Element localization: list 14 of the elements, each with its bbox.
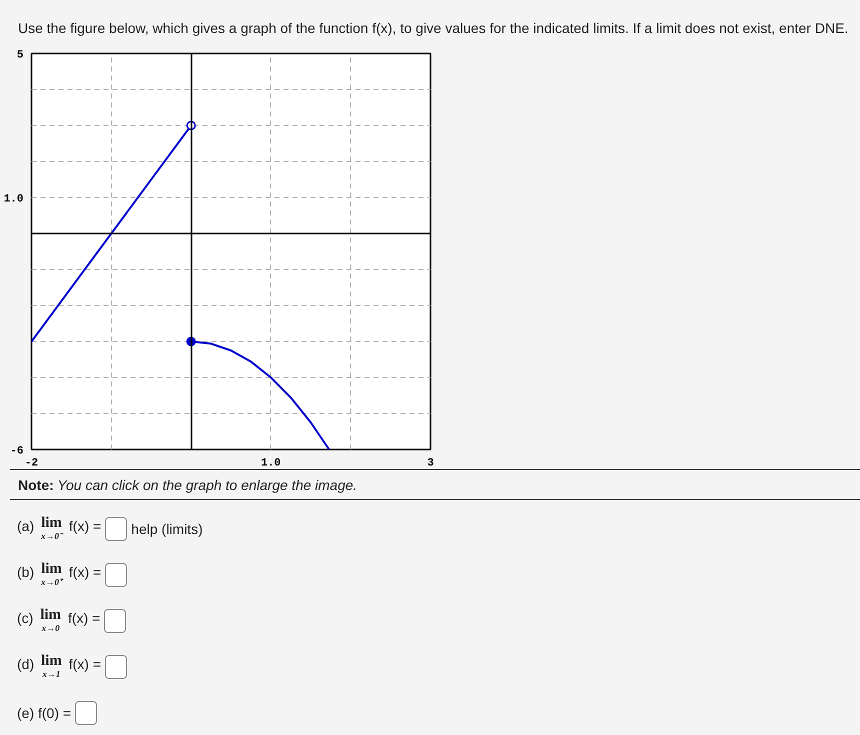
text: Note: You can click on the graph to enlarge the image. [18,476,358,492]
x-tick-label: -2 [24,458,38,470]
x-tick-label: 3 [427,458,434,470]
chart-title: Use the figure below, which gives a graph of the function f(x), to give values for the indicated limits. If a limit does not exist, enter DNE. [17,19,848,38]
x-tick-label: 1.0 [261,458,281,470]
text: (b) limx→0⁺ f(x) = [17,561,102,588]
text: (c) limx→0 f(x) = [17,607,100,634]
y-tick-label: 5 [16,50,24,62]
text: (d) limx→1 f(x) = [17,653,102,680]
y-tick-label: 1.0 [4,194,24,206]
y-tick-label: -6 [10,446,24,458]
text: (e) f(0) = [17,704,72,723]
text: (a) limx→0⁻ f(x) = [17,515,102,542]
text: help (limits) [131,520,203,539]
